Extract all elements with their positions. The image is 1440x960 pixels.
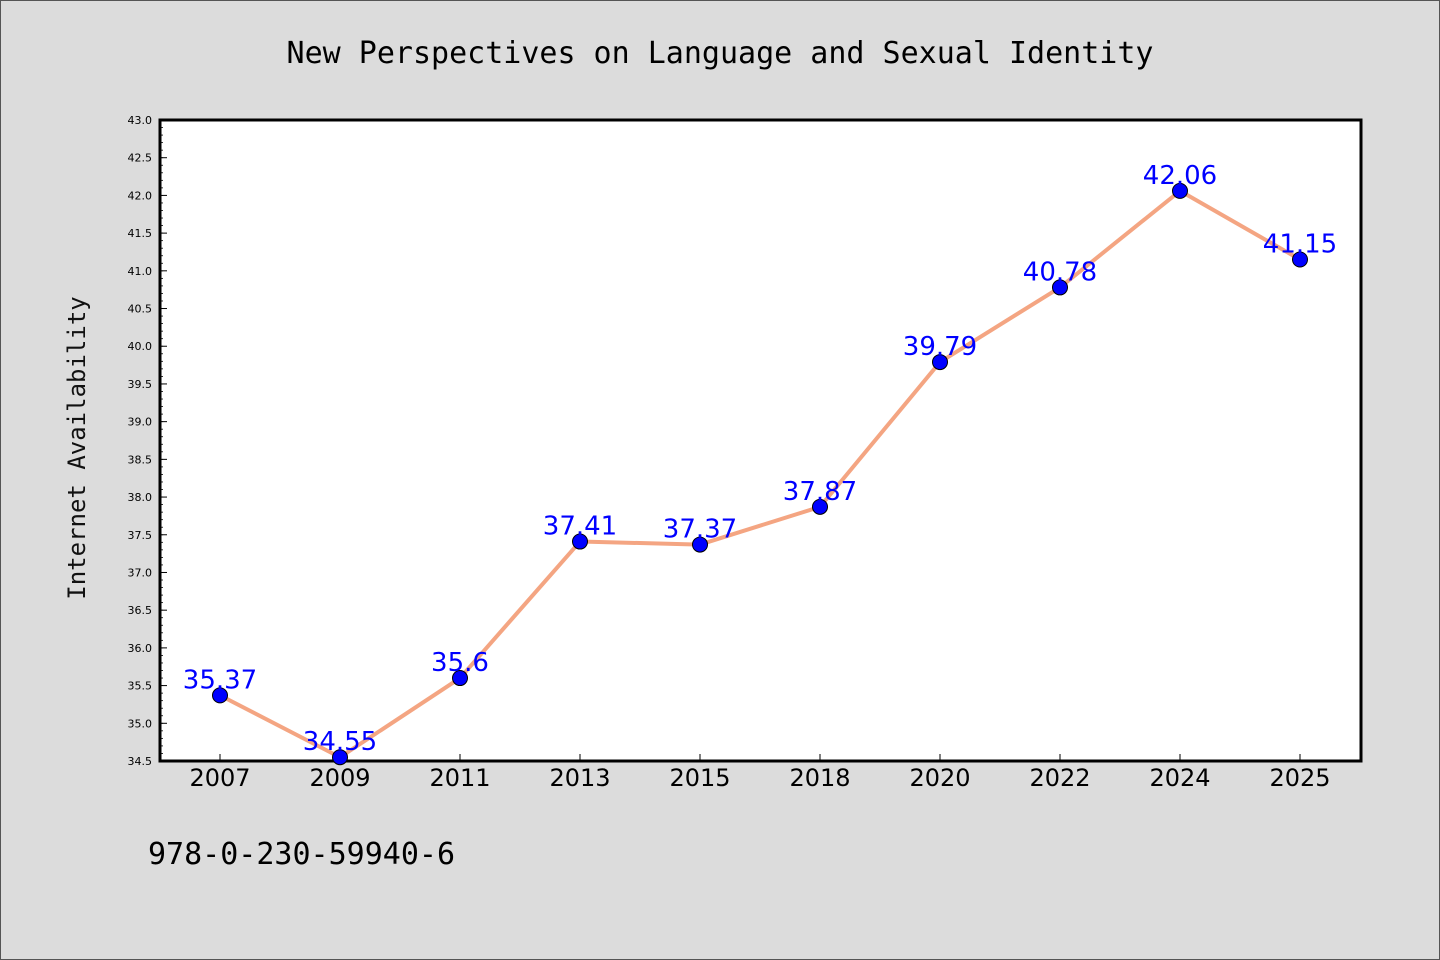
x-tick-label: 2025 xyxy=(1269,764,1330,792)
data-label: 37.87 xyxy=(783,477,857,507)
data-label: 42.06 xyxy=(1143,161,1217,191)
data-label: 34.55 xyxy=(303,727,377,757)
y-tick-label: 40.5 xyxy=(128,303,153,316)
y-tick-label: 41.5 xyxy=(128,227,153,240)
series-line xyxy=(219,188,1301,760)
data-label: 39.79 xyxy=(903,332,977,362)
y-tick-label: 42.5 xyxy=(128,152,153,165)
data-label: 35.37 xyxy=(183,665,257,695)
y-tick-label: 37.0 xyxy=(128,566,153,579)
data-label: 37.37 xyxy=(663,515,737,545)
y-tick-label: 39.0 xyxy=(128,416,153,429)
x-axis: 2007 2009 2011 2013 2015 2018 2020 2022 2024 2025 xyxy=(189,754,1331,792)
data-label: 35.6 xyxy=(431,648,489,678)
data-point xyxy=(812,498,828,515)
isbn-text: 978-0-230-59940-6 xyxy=(148,837,455,872)
x-tick-label: 2020 xyxy=(909,764,970,792)
x-tick-label: 2018 xyxy=(789,764,850,792)
x-tick-label: 2015 xyxy=(669,764,730,792)
data-point xyxy=(212,687,228,704)
y-tick-label: 41.0 xyxy=(128,265,153,278)
data-labels: 35.37 34.55 35.6 37.41 37.37 37.87 39.79 40.78 4… xyxy=(183,161,1337,757)
y-tick-label: 38.5 xyxy=(128,453,153,466)
data-point xyxy=(692,536,708,553)
y-tick-label: 40.0 xyxy=(128,340,153,353)
y-tick-label: 36.0 xyxy=(128,642,153,655)
x-tick-label: 2013 xyxy=(549,764,610,792)
data-point xyxy=(1052,279,1068,296)
y-tick-label: 39.5 xyxy=(128,378,153,391)
data-point xyxy=(332,749,348,766)
data-label: 37.41 xyxy=(543,512,617,542)
chart-title: New Perspectives on Language and Sexual … xyxy=(287,36,1154,71)
y-tick-label: 37.5 xyxy=(128,529,153,542)
y-tick-label: 43.0 xyxy=(128,114,153,127)
data-point xyxy=(1172,182,1188,199)
y-tick-label: 35.0 xyxy=(128,717,153,730)
y-axis-label: Internet Availability xyxy=(63,296,91,599)
data-point xyxy=(572,533,588,550)
y-tick-label: 35.5 xyxy=(128,680,153,693)
y-tick-label: 38.0 xyxy=(128,491,153,504)
y-tick-label: 36.5 xyxy=(128,604,153,617)
data-point xyxy=(452,670,468,687)
y-axis: 34.5 35.0 35.5 36.0 36.5 37.0 37.5 38.0 38.5 39.0… xyxy=(128,114,167,768)
x-tick-label: 2011 xyxy=(429,764,490,792)
x-tick-label: 2022 xyxy=(1029,764,1090,792)
x-tick-label: 2024 xyxy=(1149,764,1210,792)
data-label: 40.78 xyxy=(1023,257,1097,287)
plot-area xyxy=(158,118,1363,763)
data-point xyxy=(932,354,948,371)
y-tick-label: 42.0 xyxy=(128,189,153,202)
series-line-group xyxy=(212,182,1308,766)
data-label: 41.15 xyxy=(1263,230,1337,260)
x-tick-label: 2007 xyxy=(189,764,250,792)
data-point xyxy=(1292,251,1308,268)
x-tick-label: 2009 xyxy=(309,764,370,792)
y-tick-label: 34.5 xyxy=(128,755,153,768)
